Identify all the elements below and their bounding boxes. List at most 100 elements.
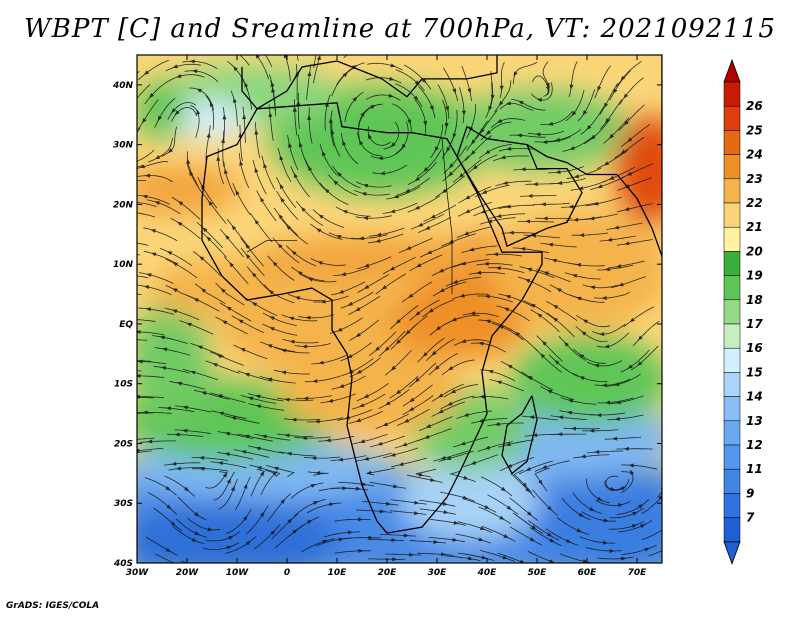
streamline xyxy=(148,137,173,163)
colorbar-segment xyxy=(723,444,741,470)
streamline-arrow xyxy=(520,167,526,172)
streamline xyxy=(536,269,571,283)
streamline xyxy=(143,250,178,265)
streamline xyxy=(264,55,273,68)
streamline xyxy=(357,274,390,294)
streamline-arrow xyxy=(575,263,582,267)
streamline xyxy=(240,394,277,404)
streamline xyxy=(417,337,445,363)
streamline xyxy=(301,274,337,283)
streamline xyxy=(614,136,645,159)
streamline-arrow xyxy=(137,448,140,453)
streamline xyxy=(137,450,153,453)
streamline xyxy=(233,344,268,360)
streamline xyxy=(328,174,358,196)
streamline-arrow xyxy=(359,403,365,407)
streamline xyxy=(215,282,245,306)
streamline xyxy=(297,134,310,170)
streamline xyxy=(256,190,277,222)
colorbar-segment xyxy=(723,105,741,131)
streamline-arrow xyxy=(360,111,365,117)
streamline-arrow xyxy=(356,369,362,374)
streamline xyxy=(281,218,308,245)
streamline xyxy=(616,239,653,246)
streamline xyxy=(616,499,650,515)
streamline-arrow xyxy=(171,461,177,466)
streamline-arrow xyxy=(470,311,476,316)
streamline xyxy=(540,386,575,400)
streamline-arrow xyxy=(279,155,284,161)
streamline xyxy=(594,378,631,386)
streamline-arrow xyxy=(281,370,287,375)
streamline-arrow xyxy=(621,556,627,561)
streamline xyxy=(341,358,374,377)
streamline xyxy=(375,273,407,295)
streamline-arrow xyxy=(467,88,472,94)
streamline-arrow xyxy=(609,133,614,139)
streamline-arrow xyxy=(255,394,261,399)
streamline-arrow xyxy=(537,313,543,318)
streamline xyxy=(599,235,636,242)
streamline xyxy=(222,106,225,144)
streamline-arrow xyxy=(113,370,118,374)
streamline-arrow xyxy=(318,360,324,365)
streamline xyxy=(230,90,238,127)
streamline xyxy=(534,467,550,492)
streamline-arrow xyxy=(508,230,514,235)
streamline xyxy=(441,125,457,159)
streamlines xyxy=(113,55,662,563)
streamline xyxy=(203,542,239,550)
streamline-arrow xyxy=(414,377,420,383)
streamline xyxy=(349,319,380,342)
streamline-arrow xyxy=(159,335,165,340)
streamline-arrow xyxy=(157,115,162,121)
streamline-arrow xyxy=(506,505,512,510)
streamline-arrow xyxy=(364,263,370,268)
streamline xyxy=(262,312,297,326)
streamline-arrow xyxy=(445,456,452,460)
streamline-arrow xyxy=(448,171,454,177)
streamline xyxy=(209,351,244,366)
streamline-arrow xyxy=(438,409,444,414)
colorbar-label: 19 xyxy=(746,269,763,283)
streamline-arrow xyxy=(557,181,563,185)
streamline-arrow xyxy=(171,108,177,114)
streamline xyxy=(510,472,536,499)
streamline-arrow xyxy=(389,76,395,81)
streamline-arrow xyxy=(165,547,171,552)
streamline xyxy=(523,234,560,239)
streamline xyxy=(500,360,533,381)
streamline xyxy=(137,194,170,205)
streamline-arrow xyxy=(342,210,348,214)
colorbar-segment xyxy=(723,275,741,301)
streamline-arrow xyxy=(599,332,605,337)
streamline-arrow xyxy=(260,197,265,203)
streamline xyxy=(186,294,220,312)
streamline xyxy=(546,312,575,338)
streamline-arrow xyxy=(445,106,450,112)
colorbar-label: 14 xyxy=(746,390,763,404)
streamline xyxy=(182,60,218,70)
streamline-arrow xyxy=(307,519,313,525)
streamline xyxy=(153,366,190,374)
streamline xyxy=(487,422,524,427)
streamline xyxy=(528,520,560,541)
streamline-arrow xyxy=(201,288,207,293)
streamline xyxy=(579,536,616,544)
streamline-arrow xyxy=(347,354,353,359)
streamline-arrow xyxy=(524,279,531,283)
streamline-arrow xyxy=(186,158,191,164)
streamline xyxy=(240,75,253,111)
lat-tick-label: 40N xyxy=(112,81,134,91)
streamline xyxy=(391,457,427,468)
streamline xyxy=(276,190,299,221)
streamline-arrow xyxy=(565,538,572,543)
streamline xyxy=(285,245,317,267)
streamline xyxy=(367,62,403,71)
streamline xyxy=(466,103,477,139)
streamline-arrow xyxy=(366,470,372,475)
streamline-arrow xyxy=(254,219,260,225)
streamline-arrow xyxy=(463,412,469,417)
streamline-arrow xyxy=(440,455,446,460)
streamline xyxy=(546,301,578,322)
